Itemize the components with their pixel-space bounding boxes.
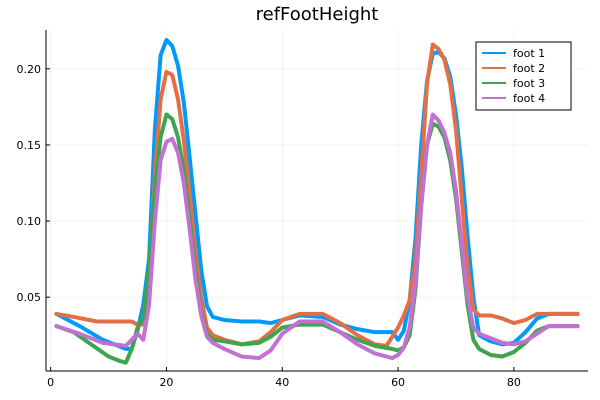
y-tick-label-1: 0.10 — [17, 215, 42, 228]
chart-title: refFootHeight — [256, 4, 379, 25]
legend-label-1: foot 1 — [513, 47, 545, 60]
x-tick-label-4: 80 — [507, 376, 521, 389]
y-tick-label-2: 0.15 — [17, 139, 42, 152]
x-tick-label-3: 60 — [391, 376, 405, 389]
x-tick-label-1: 20 — [159, 376, 173, 389]
series-lines — [54, 37, 580, 365]
legend-label-4: foot 4 — [513, 92, 545, 105]
legend-label-3: foot 3 — [513, 77, 545, 90]
legend-label-2: foot 2 — [513, 62, 545, 75]
x-tick-label-0: 0 — [47, 376, 54, 389]
x-tick-label-2: 40 — [275, 376, 289, 389]
axes — [45, 30, 588, 372]
y-tick-label-0: 0.05 — [17, 291, 42, 304]
legend: foot 1 foot 2 foot 3 foot 4 — [475, 41, 572, 111]
series-line-4 — [54, 112, 580, 361]
series-line-2 — [54, 42, 580, 348]
series-line-3 — [54, 112, 580, 365]
tick-labels: 0 20 40 60 80 0.05 0.10 0.15 0.20 — [17, 63, 521, 389]
y-tick-label-3: 0.20 — [17, 63, 42, 76]
